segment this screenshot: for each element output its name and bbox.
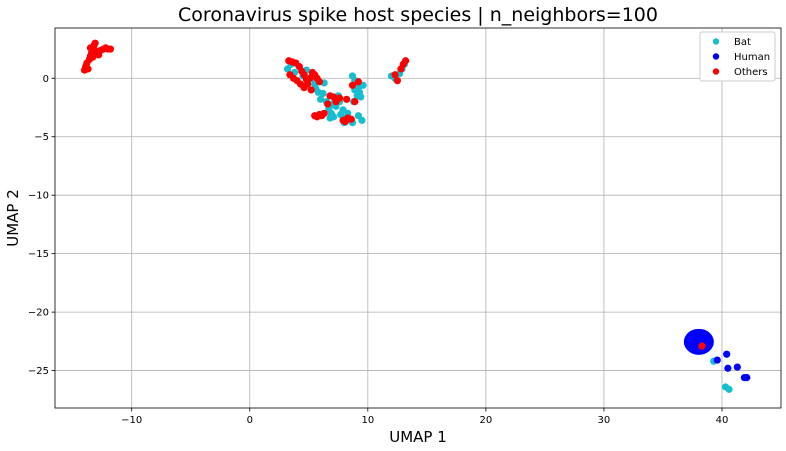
data-point-others (393, 77, 401, 85)
data-point-human (733, 363, 741, 371)
data-point-human (723, 350, 731, 358)
data-point-others (324, 100, 332, 108)
data-point-human (695, 329, 704, 337)
data-point-human (743, 374, 751, 382)
legend-label-others: Others (734, 67, 768, 78)
data-points (80, 39, 751, 393)
data-point-human (713, 356, 721, 364)
data-point-human (690, 342, 698, 350)
data-point-others (391, 71, 399, 79)
data-point-others (302, 75, 311, 84)
x-tick-label: 40 (716, 415, 729, 426)
data-point-others (84, 65, 92, 73)
data-point-others (89, 53, 97, 61)
legend-marker-bat (712, 38, 720, 45)
y-tick-label: −20 (28, 308, 49, 319)
data-point-human (693, 335, 701, 343)
y-tick-label: −10 (28, 191, 49, 202)
x-tick-label: 0 (247, 415, 253, 426)
plot-frame (54, 27, 782, 409)
data-point-others (354, 78, 362, 86)
x-tick-label: 20 (480, 415, 493, 426)
data-point-others (86, 44, 95, 52)
data-point-others (402, 57, 410, 65)
y-tick-label: −5 (34, 132, 49, 143)
y-axis-label: UMAP 2 (4, 189, 22, 247)
data-point-others (335, 94, 344, 102)
legend-marker-human (712, 53, 720, 60)
data-point-others (342, 95, 351, 103)
data-point-others (698, 342, 706, 350)
legend: Bat Human Others (699, 31, 776, 82)
data-point-bat (357, 93, 365, 101)
data-point-others (348, 81, 357, 89)
y-tick-label: −15 (28, 249, 49, 260)
legend-label-bat: Bat (734, 37, 751, 48)
x-axis-label: UMAP 1 (389, 428, 447, 446)
data-point-bat (354, 112, 362, 120)
y-axis-ticks: 0 −5 −10 −15 −20 −25 (28, 74, 55, 377)
data-point-others (106, 45, 115, 53)
x-tick-label: 30 (598, 415, 611, 426)
data-point-bat (725, 385, 733, 393)
data-point-others (347, 115, 355, 123)
data-point-others (307, 86, 315, 94)
data-point-human (724, 364, 732, 372)
grid-lines (55, 28, 781, 408)
chart-title: Coronavirus spike host species | n_neigh… (178, 4, 658, 26)
data-point-others (315, 78, 324, 86)
data-point-others (320, 109, 328, 117)
x-tick-label: 10 (361, 415, 374, 426)
data-point-bat (319, 89, 327, 98)
data-point-bat (326, 114, 334, 122)
data-point-bat (317, 95, 325, 103)
data-point-others (351, 98, 359, 106)
x-tick-label: −10 (121, 415, 142, 426)
x-axis-ticks: −10 0 10 20 30 40 (121, 408, 728, 426)
legend-box (699, 31, 776, 82)
legend-label-human: Human (734, 52, 770, 63)
legend-marker-others (712, 68, 720, 75)
y-tick-label: −25 (28, 366, 49, 377)
data-point-others (91, 39, 99, 47)
y-tick-label: 0 (43, 74, 49, 85)
